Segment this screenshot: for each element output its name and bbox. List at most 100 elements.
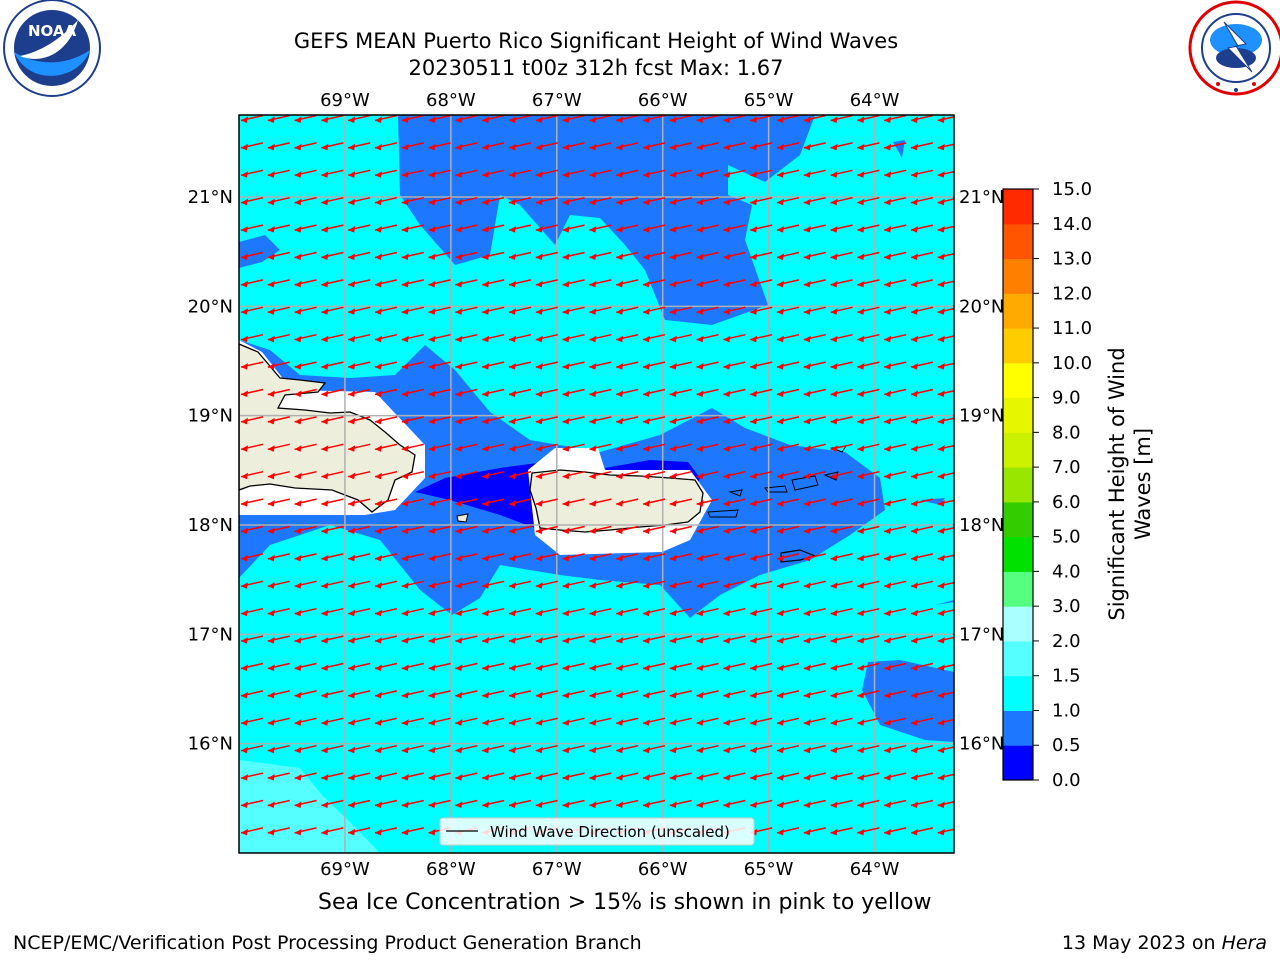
wave-direction-arrow	[508, 470, 532, 480]
wave-direction-arrow	[642, 799, 666, 808]
lon-label-bottom: 65°W	[744, 859, 794, 880]
wave-direction-arrow	[696, 525, 719, 534]
wave-direction-arrow	[910, 717, 934, 726]
wave-direction-arrow	[937, 143, 954, 151]
wave-direction-arrow	[884, 306, 907, 315]
wave-direction-arrow	[696, 333, 719, 343]
wave-direction-arrow	[348, 662, 371, 671]
wave-direction-arrow	[616, 333, 639, 343]
wave-direction-arrow	[348, 690, 371, 699]
wave-direction-arrow	[910, 361, 934, 370]
wave-direction-arrow	[508, 690, 532, 699]
wave-direction-arrow	[696, 772, 719, 781]
lon-label-bottom: 67°W	[532, 859, 582, 880]
wave-direction-arrow	[562, 525, 585, 534]
wave-direction-arrow	[776, 580, 800, 589]
wave-direction-arrow	[589, 279, 612, 288]
wave-direction-arrow	[750, 115, 773, 123]
wave-direction-arrow	[589, 251, 612, 260]
wave-direction-arrow	[240, 744, 264, 754]
wave-direction-arrow	[401, 333, 424, 343]
wave-direction-arrow	[723, 690, 746, 699]
wave-direction-arrow	[803, 115, 826, 123]
wave-direction-arrow	[535, 251, 558, 260]
wave-direction-arrow	[642, 607, 666, 617]
wave-direction-arrow	[267, 525, 290, 534]
wave-direction-arrow	[589, 553, 612, 562]
wave-direction-arrow	[428, 525, 451, 534]
wave-direction-arrow	[830, 361, 853, 370]
wave-direction-arrow	[803, 142, 826, 151]
wave-direction-arrow	[884, 115, 907, 123]
wave-direction-arrow	[482, 306, 505, 315]
wave-direction-arrow	[857, 333, 880, 343]
wave-direction-arrow	[455, 416, 478, 425]
wave-direction-arrow	[401, 690, 424, 699]
wave-direction-arrow	[669, 251, 692, 260]
island-virgin-islands	[707, 445, 848, 518]
lat-label-left: 20°N	[188, 296, 233, 317]
colorbar-tick-label: 0.0	[1052, 770, 1081, 791]
wave-direction-arrow	[616, 553, 639, 562]
wave-direction-arrow	[937, 170, 954, 178]
wave-direction-arrow	[723, 744, 746, 754]
lon-label-top: 67°W	[532, 90, 582, 111]
wave-direction-arrow	[642, 498, 666, 507]
wave-direction-arrow	[562, 333, 585, 343]
wave-direction-arrow	[696, 580, 719, 589]
wave-direction-arrow	[937, 417, 954, 425]
wave-direction-arrow	[696, 717, 719, 726]
wave-direction-arrow	[616, 224, 639, 233]
wave-direction-arrow	[776, 169, 800, 178]
wave-direction-arrow	[884, 827, 907, 836]
sea-ice-note: Sea Ice Concentration > 15% is shown in …	[318, 890, 932, 915]
wave-direction-arrow	[937, 664, 954, 671]
wave-direction-arrow	[750, 196, 773, 206]
wave-direction-arrow	[884, 635, 907, 644]
wave-direction-arrow	[750, 717, 773, 726]
wave-direction-arrow	[455, 224, 478, 233]
wave-direction-arrow	[455, 196, 478, 206]
wave-direction-arrow	[535, 279, 558, 288]
wave-direction-arrow	[374, 607, 398, 617]
wave-direction-arrow	[267, 690, 290, 699]
wave-direction-arrow	[267, 717, 290, 726]
lon-label-bottom: 68°W	[426, 859, 476, 880]
wave-direction-arrow	[857, 498, 880, 507]
colorbar-swatch	[1003, 432, 1033, 468]
wave-direction-arrow	[562, 361, 585, 370]
wave-direction-arrow	[937, 307, 954, 315]
wave-direction-arrow	[750, 416, 773, 425]
wave-direction-arrow	[267, 662, 290, 671]
wave-direction-arrow	[535, 388, 558, 397]
wave-direction-arrow	[294, 279, 317, 288]
wave-direction-arrow	[696, 142, 719, 151]
wave-direction-arrow	[321, 306, 344, 315]
wave-direction-arrow	[776, 635, 800, 644]
wave-direction-arrow	[910, 224, 934, 233]
wave-direction-arrow	[482, 333, 505, 343]
wave-direction-arrow	[750, 333, 773, 343]
wave-direction-arrow	[642, 142, 666, 151]
wave-direction-arrow	[374, 553, 398, 562]
wave-direction-arrow	[884, 799, 907, 808]
wave-direction-arrow	[294, 361, 317, 370]
wave-direction-arrow	[535, 416, 558, 425]
wave-direction-arrow	[937, 691, 954, 699]
wave-direction-arrow	[321, 717, 344, 726]
wave-direction-arrow	[455, 717, 478, 726]
wave-direction-arrow	[374, 635, 398, 644]
wave-direction-arrow	[669, 690, 692, 699]
wave-direction-arrow	[723, 607, 746, 617]
wave-direction-arrow	[428, 443, 451, 452]
map-legend: Wind Wave Direction (unscaled)	[439, 817, 755, 846]
wave-direction-arrow	[535, 361, 558, 370]
wave-direction-arrow	[830, 470, 853, 480]
wave-direction-arrow	[589, 142, 612, 151]
wave-direction-arrow	[910, 580, 934, 589]
wave-direction-arrow	[374, 470, 398, 480]
wave-direction-arrow	[482, 553, 505, 562]
wave-direction-arrow	[830, 799, 853, 808]
wave-direction-arrow	[669, 388, 692, 397]
wave-direction-arrow	[589, 525, 612, 534]
